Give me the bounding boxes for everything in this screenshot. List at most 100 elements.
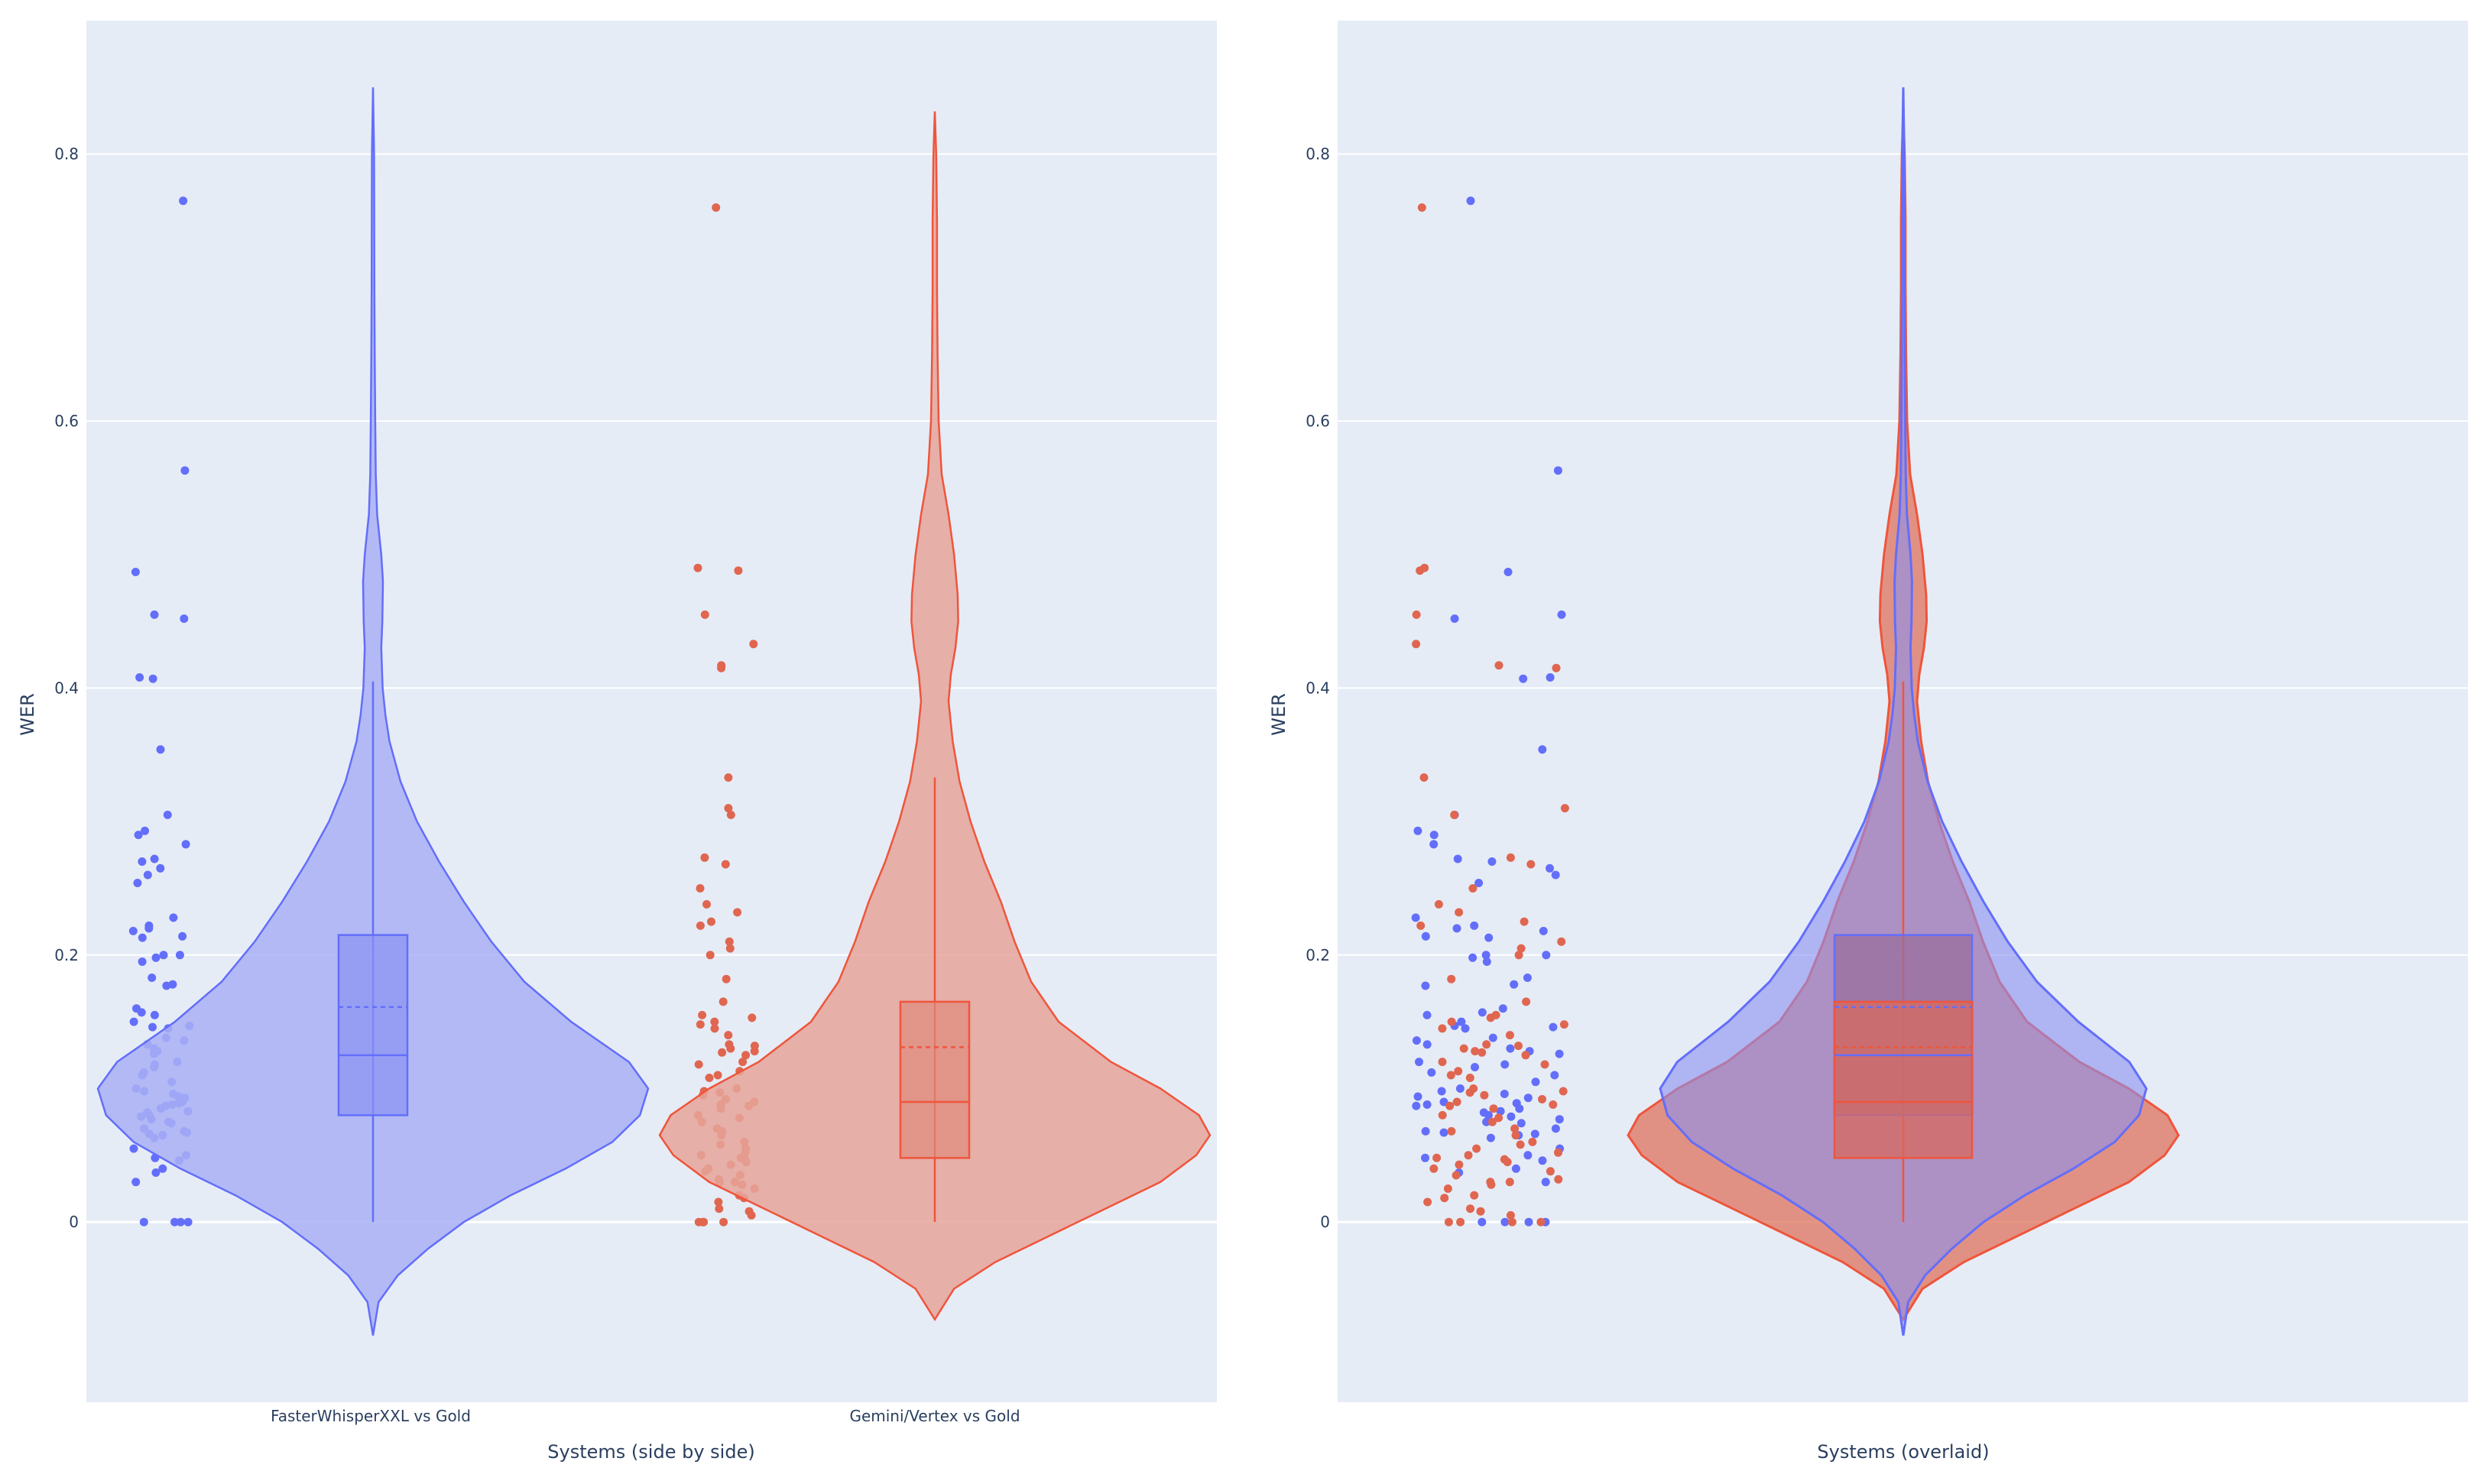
overlay-fasterwhisper-data-point bbox=[1542, 951, 1551, 960]
overlay-fasterwhisper-data-point bbox=[1452, 924, 1461, 933]
left-subplot: 0 0.2 0.4 0.6 0.8 WER FasterWhisperXXL vs Go… bbox=[17, 21, 1217, 1463]
left-y-tick-label: 0 bbox=[69, 1213, 79, 1231]
overlay-gemini-data-point bbox=[1454, 1067, 1463, 1076]
overlay-fasterwhisper-data-point bbox=[1488, 1033, 1497, 1042]
overlay-gemini-data-point bbox=[1465, 1088, 1474, 1097]
overlay-gemini-data-point bbox=[1450, 810, 1459, 819]
overlay-fasterwhisper-data-point bbox=[1524, 1217, 1533, 1226]
fasterwhisper-data-point bbox=[148, 674, 157, 683]
overlay-fasterwhisper-data-point bbox=[1411, 913, 1420, 922]
overlay-fasterwhisper-data-point bbox=[1551, 870, 1560, 880]
overlay-fasterwhisper-data-point bbox=[1539, 926, 1548, 935]
gemini-violin-body bbox=[658, 111, 1212, 1322]
fasterwhisper-data-point bbox=[169, 913, 178, 922]
fasterwhisper-data-point bbox=[183, 1217, 193, 1226]
overlay-gemini-data-point bbox=[1443, 1184, 1452, 1193]
fasterwhisper-data-point bbox=[163, 810, 172, 819]
fasterwhisper-data-point bbox=[175, 951, 184, 960]
fasterwhisper-data-point bbox=[176, 1217, 185, 1226]
fasterwhisper-data-point bbox=[134, 831, 143, 840]
overlay-fasterwhisper-data-point bbox=[1523, 1151, 1533, 1160]
gemini-data-point bbox=[741, 1051, 751, 1060]
overlay-gemini-data-point bbox=[1412, 640, 1421, 649]
fasterwhisper-data-point bbox=[129, 1017, 138, 1026]
gemini-data-point bbox=[750, 1047, 759, 1056]
overlay-fasterwhisper-data-point bbox=[1550, 1071, 1559, 1080]
overlay-gemini-data-point bbox=[1429, 1164, 1439, 1173]
overlay-gemini-data-point bbox=[1452, 1097, 1461, 1107]
overlay-fasterwhisper-data-point bbox=[1478, 1217, 1487, 1226]
fasterwhisper-box bbox=[337, 934, 409, 1116]
category-label-gemini: Gemini/Vertex vs Gold bbox=[849, 1407, 1020, 1425]
right-y-tick-label: 0.8 bbox=[1306, 145, 1330, 164]
gemini-data-point bbox=[726, 810, 735, 819]
overlay-fasterwhisper-data-point bbox=[1455, 1084, 1465, 1093]
fasterwhisper-data-point bbox=[148, 1022, 157, 1032]
overlay-fasterwhisper-data-point bbox=[1511, 1164, 1520, 1173]
fasterwhisper-data-point bbox=[150, 854, 159, 864]
gemini-data-point bbox=[715, 1204, 724, 1213]
overlay-gemini-data-point bbox=[1482, 1040, 1491, 1049]
overlay-gemini-data-point bbox=[1536, 1217, 1546, 1226]
overlay-fasterwhisper-data-point bbox=[1557, 610, 1566, 619]
fasterwhisper-data-point bbox=[150, 1010, 159, 1019]
overlay-fasterwhisper-data-point bbox=[1500, 1090, 1509, 1098]
fasterwhisper-data-point bbox=[141, 826, 149, 835]
right-y-tick-label: 0.4 bbox=[1306, 679, 1330, 697]
gemini-data-point bbox=[719, 1217, 728, 1226]
overlay-fasterwhisper-data-point bbox=[1478, 1008, 1487, 1017]
overlay-fasterwhisper-data-point bbox=[1412, 1036, 1421, 1045]
overlay-fasterwhisper-data-point bbox=[1482, 1117, 1491, 1126]
overlay-fasterwhisper-data-point bbox=[1470, 921, 1479, 930]
gemini-data-point bbox=[696, 921, 705, 930]
overlay-gemini-data-point bbox=[1511, 1131, 1520, 1140]
overlay-fasterwhisper-data-point bbox=[1422, 1040, 1432, 1049]
overlay-fasterwhisper-data-point bbox=[1523, 974, 1532, 982]
overlay-gemini-data-point bbox=[1438, 1110, 1447, 1119]
overlay-fasterwhisper-data-point bbox=[1421, 1153, 1429, 1162]
overlay-gemini-data-point bbox=[1494, 661, 1504, 670]
overlay-fasterwhisper-data-point bbox=[1461, 1024, 1470, 1033]
overlay-gemini-data-point bbox=[1438, 1024, 1447, 1033]
overlay-fasterwhisper-data-point bbox=[1555, 1115, 1564, 1124]
overlay-fasterwhisper-data-point bbox=[1437, 1087, 1446, 1096]
overlay-gemini-data-point bbox=[1552, 663, 1561, 672]
left-violins bbox=[96, 87, 1212, 1336]
fasterwhisper-data-point bbox=[131, 1178, 141, 1187]
fasterwhisper-data-point bbox=[156, 864, 165, 873]
fasterwhisper-data-point bbox=[162, 981, 171, 990]
gemini-data-point bbox=[698, 1010, 707, 1019]
fasterwhisper-data-point bbox=[180, 466, 190, 475]
overlay-fasterwhisper-data-point bbox=[1549, 1022, 1558, 1032]
overlay-gemini-data-point bbox=[1470, 1191, 1479, 1200]
overlay-fasterwhisper-data-point bbox=[1484, 933, 1494, 942]
overlay-fasterwhisper-data-point bbox=[1482, 957, 1491, 966]
overlay-gemini-data-point bbox=[1506, 1210, 1515, 1220]
overlay-gemini-data-point bbox=[1516, 944, 1526, 953]
fasterwhisper-data-point bbox=[179, 196, 188, 206]
fasterwhisper-data-point bbox=[138, 933, 147, 942]
gemini-data-point bbox=[734, 566, 743, 575]
overlay-gemini-data-point bbox=[1528, 1137, 1537, 1146]
overlay-gemini-data-point bbox=[1472, 1144, 1481, 1153]
gemini-data-point bbox=[725, 944, 735, 953]
gemini-box bbox=[899, 1000, 971, 1159]
overlay-fasterwhisper-data-point bbox=[1422, 1010, 1432, 1019]
overlay-gemini-data-point bbox=[1510, 1124, 1520, 1133]
overlay-fasterwhisper-data-point bbox=[1412, 1101, 1421, 1110]
gemini-data-point bbox=[724, 1031, 733, 1040]
overlay-gemini-data-point bbox=[1540, 1060, 1549, 1069]
overlay-fasterwhisper-data-point bbox=[1507, 1112, 1516, 1121]
overlay-gemini-data-point bbox=[1419, 773, 1429, 782]
gemini-data-point bbox=[717, 663, 726, 672]
overlay-fasterwhisper-data-point bbox=[1515, 1104, 1524, 1113]
left-y-tick-label: 0.6 bbox=[54, 412, 79, 430]
overlay-gemini-data-point bbox=[1487, 1180, 1496, 1189]
right-subplot: 0 0.2 0.4 0.6 0.8 WER Systems (overlaid) bbox=[1268, 21, 2468, 1463]
fasterwhisper-data-point bbox=[137, 1008, 146, 1017]
gemini-data-point bbox=[749, 640, 758, 649]
overlay-fasterwhisper-data-point bbox=[1541, 1178, 1550, 1187]
gemini-data-point bbox=[700, 853, 709, 862]
overlay-fasterwhisper-data-point bbox=[1504, 568, 1513, 576]
